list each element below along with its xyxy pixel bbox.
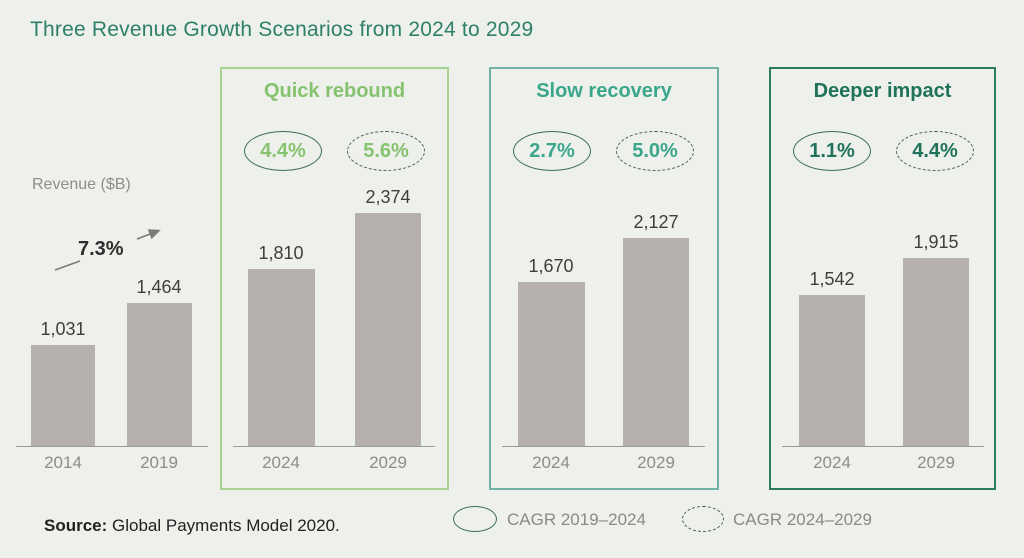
x-axis-slow-recovery xyxy=(502,446,705,447)
cagr-2024-2029-oval: 5.6% xyxy=(347,131,425,171)
bar-quick-rebound-2024 xyxy=(248,269,315,446)
legend-dashed-oval-icon xyxy=(682,506,724,532)
value-label: 1,670 xyxy=(528,256,574,276)
historical-cagr-label: 7.3% xyxy=(78,238,124,260)
bar-quick-rebound-2029 xyxy=(355,213,421,446)
cagr-2019-2024-oval: 2.7% xyxy=(513,131,591,171)
tick-label: 2024 xyxy=(532,453,570,472)
cagr-2024-2029-value: 5.0% xyxy=(632,139,678,162)
cagr-2024-2029-oval: 4.4% xyxy=(896,131,974,171)
panel-deeper-impact: Deeper impact 1.1% 4.4% xyxy=(769,67,996,490)
tick-label: 2024 xyxy=(262,453,300,472)
cagr-2019-2024-value: 1.1% xyxy=(809,139,855,162)
bar-deeper-impact-2029 xyxy=(903,258,969,446)
tick-label: 2029 xyxy=(369,453,407,472)
x-axis-historical xyxy=(16,446,208,447)
value-label: 1,464 xyxy=(136,277,182,297)
tick-label: 2024 xyxy=(813,453,851,472)
figure-title: Three Revenue Growth Scenarios from 2024… xyxy=(30,18,534,41)
cagr-2019-2024-value: 4.4% xyxy=(260,139,306,162)
value-label: 2,374 xyxy=(365,187,411,207)
value-label: 2,127 xyxy=(633,212,679,232)
x-axis-deeper-impact xyxy=(782,446,984,447)
bar-slow-recovery-2024 xyxy=(518,282,585,446)
bar-slow-recovery-2029 xyxy=(623,238,689,446)
tick-label: 2029 xyxy=(637,453,675,472)
source-note: Source: Global Payments Model 2020. xyxy=(44,516,340,536)
bar-deeper-impact-2024 xyxy=(799,295,865,446)
value-label: 1,810 xyxy=(258,243,304,263)
y-axis-label: Revenue ($B) xyxy=(32,176,131,193)
cagr-2019-2024-oval: 1.1% xyxy=(793,131,871,171)
legend-label-cagr-2024-2029: CAGR 2024–2029 xyxy=(733,510,872,529)
panel-title: Deeper impact xyxy=(813,80,952,102)
source-text: Global Payments Model 2020. xyxy=(107,516,340,535)
panel-title: Quick rebound xyxy=(263,80,406,102)
tick-label: 2019 xyxy=(140,453,178,472)
value-label: 1,915 xyxy=(913,232,959,252)
growth-arrow-icon xyxy=(54,229,161,271)
value-label: 1,031 xyxy=(40,319,86,339)
tick-label: 2029 xyxy=(917,453,955,472)
bar-historical-2019 xyxy=(127,303,192,446)
panel-title: Slow recovery xyxy=(536,80,672,102)
cagr-2024-2029-value: 5.6% xyxy=(363,139,409,162)
legend-solid-oval-icon xyxy=(453,506,497,532)
cagr-2024-2029-value: 4.4% xyxy=(912,139,958,162)
cagr-2019-2024-oval: 4.4% xyxy=(244,131,322,171)
tick-label: 2014 xyxy=(44,453,82,472)
x-axis-quick-rebound xyxy=(233,446,435,447)
value-label: 1,542 xyxy=(809,269,855,289)
cagr-2024-2029-oval: 5.0% xyxy=(616,131,694,171)
panel-quick-rebound: Quick rebound 4.4% 5.6% xyxy=(220,67,449,490)
legend-label-cagr-2019-2024: CAGR 2019–2024 xyxy=(507,510,646,529)
source-prefix: Source: xyxy=(44,516,108,535)
panel-slow-recovery: Slow recovery 2.7% 5.0% xyxy=(489,67,719,490)
bar-historical-2014 xyxy=(31,345,95,446)
cagr-2019-2024-value: 2.7% xyxy=(529,139,575,162)
